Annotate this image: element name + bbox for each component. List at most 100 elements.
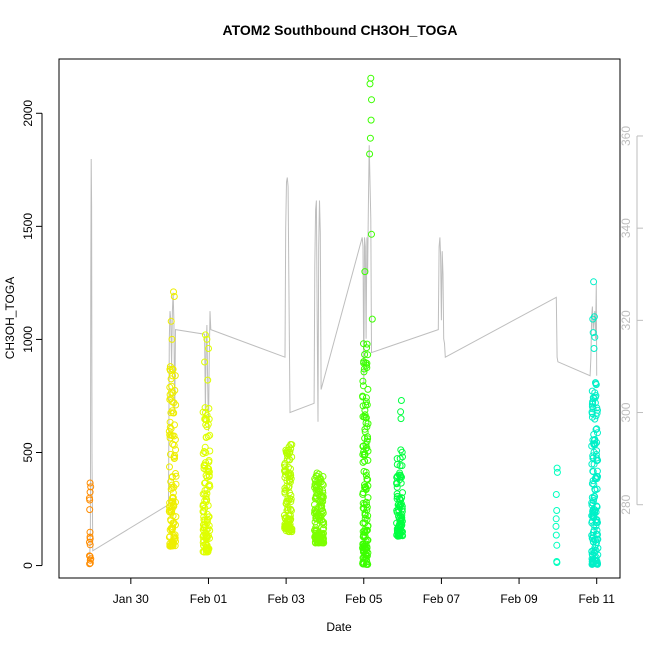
data-point (591, 333, 599, 341)
x-tick-label: Feb 09 (500, 592, 538, 606)
data-point (201, 415, 209, 423)
data-point (360, 533, 368, 540)
data-point (590, 493, 598, 500)
data-point (362, 498, 370, 506)
data-point (205, 345, 212, 352)
data-point (396, 512, 404, 520)
data-point (320, 518, 328, 526)
data-point (168, 335, 176, 343)
data-point (166, 363, 174, 371)
data-point (203, 533, 211, 541)
data-point (552, 522, 560, 530)
data-point (166, 463, 173, 471)
data-point (166, 533, 174, 540)
data-point (318, 491, 326, 499)
data-point (359, 504, 367, 512)
data-point (167, 409, 175, 417)
data-point (593, 526, 601, 534)
data-point (204, 467, 212, 475)
data-point (588, 560, 596, 568)
data-point (311, 475, 319, 483)
data-point (360, 340, 367, 348)
data-point (364, 494, 372, 502)
data-point (396, 455, 404, 463)
data-point (206, 431, 214, 439)
data-point (199, 408, 207, 416)
data-point (588, 442, 596, 450)
data-point (592, 380, 600, 388)
data-point (361, 481, 368, 489)
secondary-line (89, 145, 598, 561)
data-point (172, 513, 180, 521)
data-point (398, 462, 406, 470)
series-2 (199, 331, 214, 556)
data-point (204, 548, 212, 556)
data-point (588, 460, 596, 468)
x-tick-label: Feb 07 (423, 592, 461, 606)
data-point (393, 527, 401, 535)
data-point (368, 230, 375, 238)
data-point (170, 288, 177, 296)
data-point (285, 518, 293, 526)
data-point (363, 475, 371, 483)
data-point (593, 485, 601, 493)
data-point (361, 484, 369, 492)
y2-tick-label: 280 (619, 494, 633, 514)
series-8 (588, 278, 602, 568)
data-point (201, 443, 209, 451)
data-point (286, 448, 294, 456)
data-point (203, 335, 211, 343)
data-point (361, 457, 369, 465)
data-point (397, 522, 405, 530)
x-tick-label: Jan 30 (113, 592, 149, 606)
data-point (86, 535, 94, 543)
data-point (591, 415, 599, 423)
data-point (171, 372, 179, 380)
data-point (204, 515, 211, 523)
data-point (167, 317, 175, 325)
data-point (166, 431, 174, 439)
x-tick-label: Feb 11 (578, 592, 615, 606)
data-point (361, 511, 369, 519)
data-point (312, 534, 320, 542)
data-point (203, 532, 211, 540)
data-point (589, 315, 597, 323)
data-point (364, 385, 372, 393)
data-point (552, 531, 560, 539)
data-point (594, 473, 601, 481)
data-point (589, 467, 597, 475)
data-point (364, 433, 371, 441)
axes-layer: 0 500 1000 1500 2000 280 300 320 340 360 Jan 30 Feb… (21, 100, 643, 606)
data-point (202, 466, 210, 474)
data-point (285, 443, 293, 451)
data-point (284, 446, 292, 454)
y2-tick-label: 340 (619, 218, 633, 238)
data-point (589, 452, 597, 460)
data-point (202, 449, 210, 457)
data-point (593, 447, 601, 455)
data-point (166, 396, 174, 403)
data-point (359, 413, 367, 421)
data-point (360, 359, 368, 367)
data-point (367, 116, 375, 124)
data-point (199, 548, 207, 556)
data-point (201, 479, 209, 487)
data-point (168, 473, 176, 481)
data-point (594, 429, 601, 437)
data-point (590, 278, 598, 286)
data-point (589, 499, 597, 507)
data-point (360, 468, 368, 475)
data-point (319, 473, 327, 480)
data-point (363, 543, 371, 551)
data-point (593, 409, 601, 417)
data-point (280, 461, 288, 469)
data-point (171, 542, 179, 550)
y2-tick-label: 360 (619, 126, 633, 146)
data-point (201, 404, 209, 412)
data-point (593, 456, 601, 464)
data-point (320, 529, 327, 537)
data-point (86, 479, 94, 487)
data-point (86, 560, 94, 568)
data-point (359, 499, 367, 507)
data-point (362, 398, 370, 406)
